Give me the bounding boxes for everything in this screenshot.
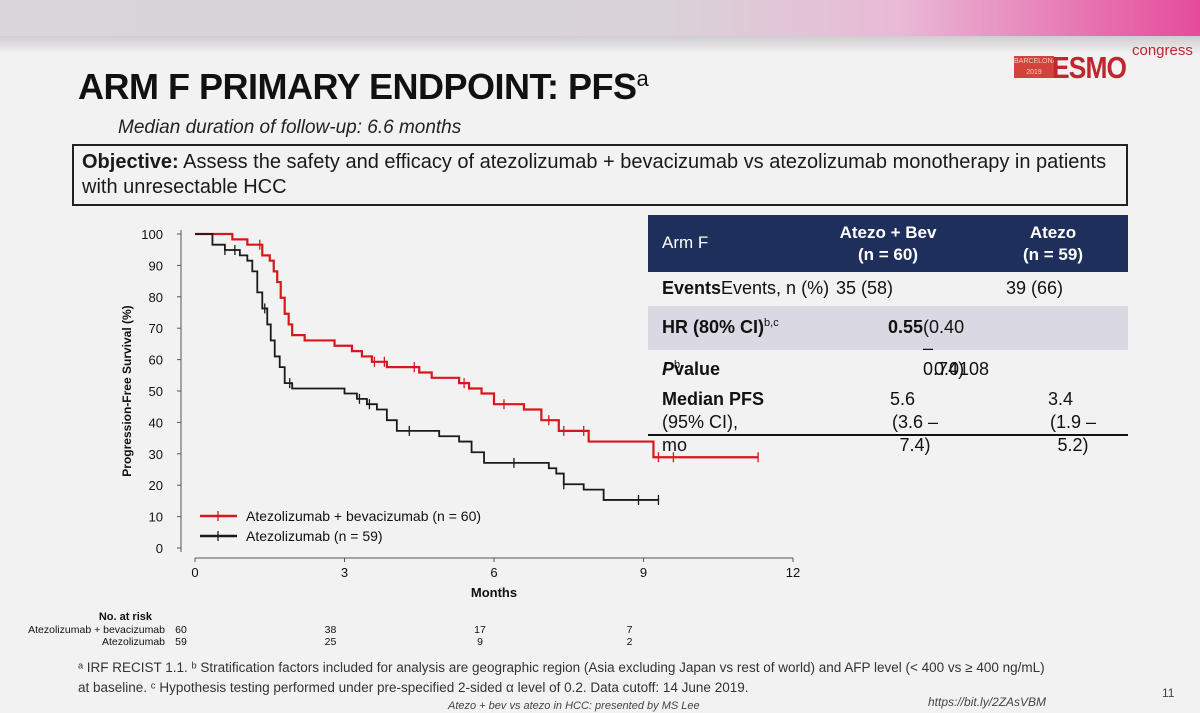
results-table-header: Arm F Atezo + Bev (n = 60) Atezo (n = 59) — [648, 215, 1128, 272]
pvalue-label: P value b — [662, 359, 721, 379]
risk-table-value: 2 — [627, 636, 633, 648]
slide-top-banner — [0, 0, 1200, 36]
series-atezo-bev-line — [195, 232, 759, 459]
hr-label: HR (80% CI)b,c — [662, 317, 779, 337]
x-axis-label: Months — [471, 585, 517, 600]
x-tick-label: 0 — [191, 565, 198, 580]
x-tick-label: 3 — [341, 565, 348, 580]
source-url[interactable]: https://bit.ly/2ZAsVBM — [928, 695, 1047, 709]
footnote: ᵃ IRF RECIST 1.1. ᵇ Stratification facto… — [78, 658, 1078, 698]
objective-label: Objective: — [82, 151, 179, 173]
y-tick-label: 80 — [149, 290, 163, 305]
risk-table-value: 17 — [474, 624, 486, 636]
median-col1: 5.6 (3.6 – 7.4) — [890, 389, 939, 455]
risk-table-row-label: Atezolizumab + bevacizumab — [28, 624, 165, 636]
y-tick-label: 70 — [149, 321, 163, 336]
risk-table-title: No. at risk — [99, 611, 153, 623]
logo-city-badge: BARCELONA 2019 — [1014, 56, 1058, 78]
risk-table-value: 60 — [175, 624, 187, 636]
objective-box: Objective: Assess the safety and efficac… — [72, 144, 1128, 206]
risk-table-value: 7 — [627, 624, 633, 636]
y-tick-label: 90 — [149, 258, 163, 273]
y-tick-label: 50 — [149, 384, 163, 399]
risk-table-value: 38 — [325, 624, 337, 636]
row-hr: HR (80% CI)b,c 0.55 (0.40 – 0.74) — [648, 306, 1128, 379]
risk-table-row-label: Atezolizumab — [102, 636, 165, 648]
y-tick-label: 100 — [141, 227, 163, 242]
logo-congress-text: congress — [1132, 42, 1193, 59]
legend-label: Atezolizumab (n = 59) — [246, 528, 383, 544]
hr-value: 0.55 (0.40 – 0.74) — [888, 317, 965, 379]
median-col2: 3.4 (1.9 – 5.2) — [1048, 389, 1097, 455]
footnote-line1: ᵃ IRF RECIST 1.1. ᵇ Stratification facto… — [78, 660, 1045, 675]
footer-text: Atezo + bev vs atezo in HCC: presented b… — [448, 700, 700, 712]
y-tick-label: 20 — [149, 478, 163, 493]
y-tick-label: 0 — [156, 541, 163, 556]
series-atezo-line — [195, 233, 659, 501]
risk-table-value: 25 — [325, 636, 337, 648]
events-col1: 35 (58) — [836, 278, 894, 298]
risk-table-value: 9 — [477, 636, 483, 648]
x-tick-label: 6 — [490, 565, 497, 580]
median-label: Median PFS (95% CI), mo — [662, 389, 765, 455]
slide-shadow — [0, 36, 1200, 54]
esmo-logo: BARCELONA 2019 ESMO congress — [1012, 42, 1193, 85]
row-pvalue: P value b 0.0108 — [648, 350, 1128, 384]
legend-label: Atezolizumab + bevacizumab (n = 60) — [246, 508, 481, 524]
x-tick-label: 9 — [640, 565, 647, 580]
y-tick-label: 10 — [149, 510, 163, 525]
y-tick-label: 60 — [149, 353, 163, 368]
events-label: EventsEvents, n (%) — [662, 278, 830, 298]
row-median: Median PFS (95% CI), mo 5.6 (3.6 – 7.4) 3.… — [648, 384, 1128, 455]
objective-text: Assess the safety and efficacy of atezol… — [82, 151, 1107, 198]
y-tick-label: 40 — [149, 415, 163, 430]
x-tick-label: 12 — [786, 565, 800, 580]
events-col2: 39 (66) — [1006, 278, 1064, 298]
row-events: EventsEvents, n (%) 35 (58) 39 (66) — [648, 272, 1128, 306]
page-number: 11 — [1162, 686, 1175, 700]
y-axis-label: Progression-Free Survival (%) — [120, 305, 134, 476]
header-col1: Atezo + Bev (n = 60) — [839, 223, 937, 264]
logo-esmo-text: ESMO — [1052, 50, 1127, 85]
km-chart: 0 10 20 30 40 50 60 70 80 90 100 0 3 6 9 12 Months Progre… — [28, 227, 800, 648]
header-col2: Atezo (n = 59) — [1023, 223, 1083, 264]
footnote-line2: at baseline. ᶜ Hypothesis testing perfor… — [78, 680, 749, 695]
results-table: Arm F Atezo + Bev (n = 60) Atezo (n = 59) … — [648, 215, 1128, 455]
pvalue-value: 0.0108 — [934, 359, 990, 379]
slide-title: ARM F PRIMARY ENDPOINT: PFSa — [78, 66, 649, 107]
header-arm: Arm F — [662, 233, 709, 252]
slide-subtitle: Median duration of follow-up: 6.6 months — [118, 117, 462, 138]
risk-table-value: 59 — [175, 636, 187, 648]
y-tick-label: 30 — [149, 447, 163, 462]
